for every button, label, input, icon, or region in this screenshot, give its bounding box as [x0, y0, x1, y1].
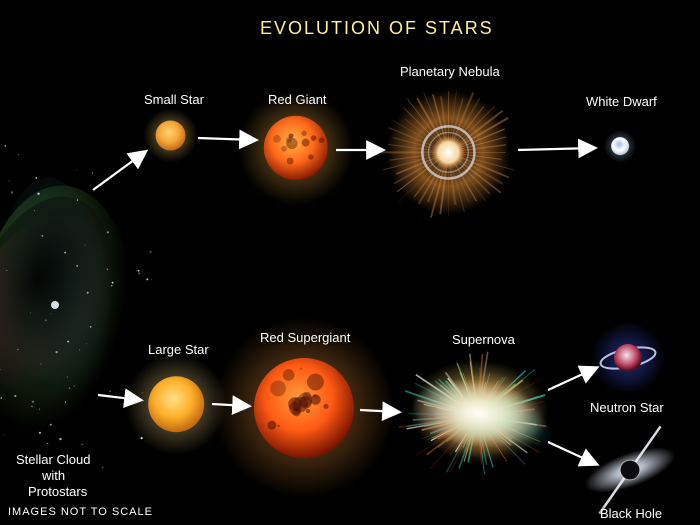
label-largeStar: Large Star [148, 342, 209, 357]
label-smallStar: Small Star [144, 92, 204, 107]
label-stellar3: Protostars [28, 484, 87, 499]
arrow-large-to-rsg [212, 404, 248, 406]
arrow-small-to-giant [198, 138, 255, 140]
diagram-title: EVOLUTION OF STARS [260, 18, 494, 39]
arrow-pn-to-wd [518, 148, 594, 150]
label-stellar1: Stellar Cloud [16, 452, 90, 467]
arrow-rsg-to-sn [360, 410, 398, 412]
label-redGiant: Red Giant [268, 92, 327, 107]
footer-note: IMAGES NOT TO SCALE [8, 506, 153, 518]
arrows-layer [0, 0, 700, 525]
label-supernova: Supernova [452, 332, 515, 347]
arrow-sn-to-ns [548, 368, 596, 390]
label-neutron: Neutron Star [590, 400, 664, 415]
label-redSuper: Red Supergiant [260, 330, 350, 345]
arrow-sn-to-bh [548, 442, 596, 464]
arrow-cloud-to-small [93, 152, 145, 190]
label-whiteDwarf: White Dwarf [586, 94, 657, 109]
label-planetary: Planetary Nebula [400, 64, 500, 79]
label-stellar2: with [42, 468, 65, 483]
arrow-cloud-to-large [98, 395, 140, 400]
diagram-stage: EVOLUTION OF STARS Small Star Red Giant Pla… [0, 0, 700, 525]
label-blackhole: Black Hole [600, 506, 662, 521]
